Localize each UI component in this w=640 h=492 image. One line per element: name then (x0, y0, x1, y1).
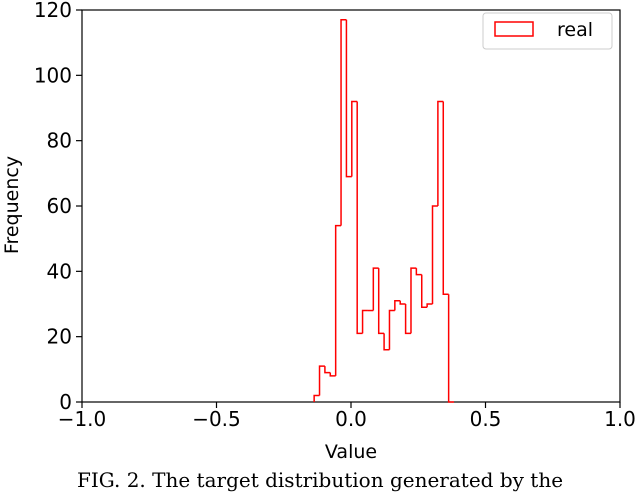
histogram-bin (329, 372, 336, 377)
histogram-bin (318, 365, 325, 396)
histogram-bin (361, 309, 368, 334)
histogram-bin (447, 294, 455, 403)
histogram-bin (399, 300, 406, 305)
x-tick-label: −0.5 (192, 407, 241, 431)
histogram-bin (410, 267, 417, 334)
x-tick-label: 0.0 (335, 407, 367, 431)
histogram-bin (345, 19, 352, 178)
histogram-bin (351, 100, 358, 177)
histogram-bin (372, 267, 379, 311)
y-tick-label: 100 (34, 63, 72, 87)
series-layer (313, 19, 455, 403)
y-tick-label: 80 (47, 129, 72, 153)
histogram-bin (420, 274, 428, 309)
legend-swatch (494, 21, 534, 37)
histogram-bin (377, 268, 385, 335)
x-tick-label: 0.5 (470, 407, 502, 431)
y-tick-label: 0 (59, 390, 72, 414)
histogram-bin (313, 394, 320, 402)
y-axis-label: Frequency (1, 156, 23, 254)
histogram-bin (334, 224, 342, 376)
histogram-bin (442, 101, 449, 295)
x-tick-label: 1.0 (604, 407, 636, 431)
histogram-bin (404, 304, 411, 335)
y-axis: 0 20 40 60 80 100 120 (34, 0, 82, 414)
y-tick-label: 20 (47, 325, 72, 349)
legend-entry-real: real (557, 19, 593, 41)
histogram-bin (383, 333, 390, 351)
x-axis: −1.0 −0.5 0.0 0.5 1.0 (58, 402, 636, 431)
figure-caption: FIG. 2. The target distribution generate… (76, 468, 564, 492)
y-tick-label: 60 (47, 194, 72, 218)
plot-area: −1.0 −0.5 0.0 0.5 1.0 0 20 40 60 80 100 120 (34, 0, 636, 431)
x-tick-label: −1.0 (58, 407, 107, 431)
y-tick-label: 40 (47, 259, 72, 283)
histogram-bin (415, 268, 422, 276)
histogram-bin (426, 303, 433, 308)
histogram-bin (324, 366, 331, 374)
histogram-bin (356, 101, 363, 335)
plot-frame (81, 9, 621, 403)
histogram-bin (394, 299, 401, 311)
y-tick-label: 120 (34, 0, 72, 22)
x-axis-label: Value (325, 441, 377, 463)
histogram-bin (388, 309, 395, 350)
histogram-bin (431, 205, 438, 304)
legend: real (482, 12, 613, 50)
histogram-bin (340, 19, 347, 226)
histogram-bin (437, 100, 444, 206)
